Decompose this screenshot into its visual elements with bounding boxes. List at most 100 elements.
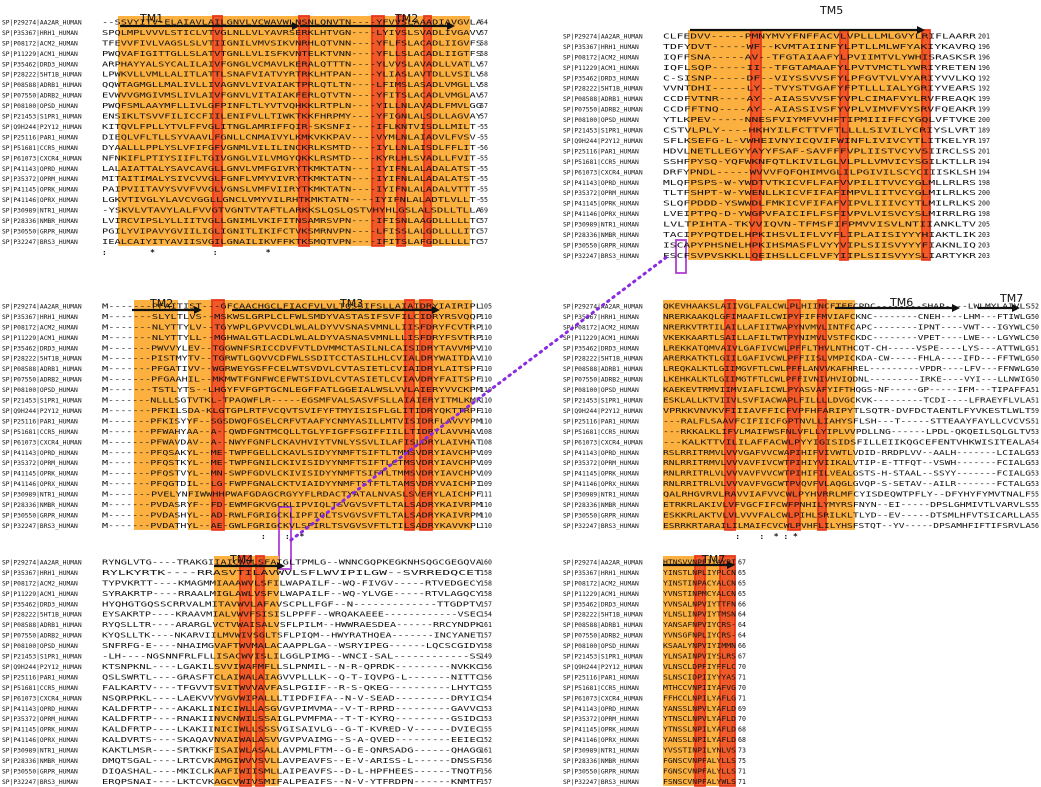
tm-shading (134, 300, 178, 530)
sequence-row: RSLRRITRMVLVVVGAFVVCWAPIHIFVIVWTLVDID-RR… (663, 449, 1031, 457)
sequence-label: SP|P41143|OPRD_HUMAN (563, 450, 639, 457)
residue-number: 59 (480, 207, 488, 215)
sequence-row: M-------PFWAVDAV--A--NWYFGNFLCKAVHVIYTVN… (102, 438, 482, 446)
residue-number: 201 (978, 147, 990, 155)
sequence-label: SP|P29274|AA2AR_HUMAN (563, 559, 643, 566)
sequence-label: SP|P51681|CCR5_HUMAN (2, 429, 78, 436)
sequence-row: SLQFPDDD-YSWWDLFMKICVFIFAFVIPVLIIIVCYTLM… (663, 200, 976, 208)
tm-label: TM5 (819, 4, 843, 17)
sequence-label: SP|P41143|OPRD_HUMAN (2, 166, 78, 173)
residue-number: 50 (1031, 376, 1039, 384)
tm-shading (688, 30, 930, 260)
conservation-line: : : * (102, 532, 304, 541)
sequence-label: SP|P08100|OPSD_HUMAN (2, 643, 78, 650)
highlight-box (278, 506, 292, 570)
residue-number: 152 (480, 736, 492, 744)
sequence-label: SP|P21453|S1PR1_HUMAN (563, 128, 643, 135)
sequence-row: RYLKYRTK----RRASVTILAVWVLSFLWVIPILGW--SV… (102, 569, 482, 577)
residue-number: 50 (1031, 313, 1039, 321)
sequence-label: SP|P51681|CCR5_HUMAN (563, 159, 639, 166)
sequence-label: SP|P29274|AA2AR_HUMAN (2, 559, 82, 566)
sequence-row: ESKKRLAKTVLVLVVVFALCWLPIHLSRILKLTLYD--EV… (663, 511, 1031, 519)
residue-number: 66 (738, 600, 746, 608)
residue-number: 108 (480, 438, 492, 446)
sequence-label: SP|P08588|ADRB1_HUMAN (2, 622, 82, 629)
residue-number: 203 (978, 241, 990, 249)
sequence-row: SLNSCIDPIIYYYAS (663, 673, 736, 681)
residue-number: 57 (480, 29, 488, 37)
sequence-label: SP|P21453|S1PR1_HUMAN (2, 114, 82, 121)
sequence-label: SP|P41146|OPRX_HUMAN (2, 737, 78, 744)
sequence-label: SP|P07550|ADRB2_HUMAN (563, 377, 643, 384)
sequence-row: YLNSLINPVIYTMSN (663, 611, 736, 619)
residue-number: 154 (480, 694, 492, 702)
residue-number: 110 (480, 323, 492, 331)
sequence-row: SPQLMPLVVVLSTICLVTVGLNLLVLYAVRSERKLHTVGN… (102, 29, 482, 37)
sequence-label: SP|P41145|OPRK_HUMAN (2, 727, 78, 734)
residue-number: 51 (1031, 397, 1039, 405)
sequence-row: KTSNPKNL----LGAKILSVVIWAFMFLLSLPNMIL--N-… (102, 663, 482, 671)
sequence-label: SP|P41143|OPRD_HUMAN (563, 706, 639, 713)
sequence-label: SP|P30550|GRPR_HUMAN (2, 768, 78, 775)
sequence-row: YTNSSLNPILYAFLD (663, 726, 736, 734)
residue-number: 156 (480, 663, 492, 671)
residue-number: 153 (480, 715, 492, 723)
residue-number: 198 (978, 210, 990, 218)
sequence-label: SP|P28222|5HT1B_HUMAN (563, 356, 643, 363)
sequence-row: YINSTLNPLIYPLCN (663, 569, 736, 577)
conserved-column-box (211, 299, 225, 531)
residue-number: 50 (1031, 355, 1039, 363)
sequence-row: M-------PFGAAHIL--MKMWTFGNFWCEFWTSIDVLCV… (102, 376, 482, 384)
residue-number: 161 (480, 621, 492, 629)
sequence-label: SP|P08172|ACM2_HUMAN (563, 580, 639, 587)
sequence-label: SP|P30989|NTR1_HUMAN (563, 748, 639, 755)
residue-number: 58 (480, 39, 488, 47)
sequence-label: SP|P35462|DRD3_HUMAN (2, 61, 78, 68)
sequence-label: SP|P28336|NMBR_HUMAN (2, 502, 78, 509)
sequence-label: SP|P29274|AA2AR_HUMAN (2, 19, 82, 26)
alignment-block-6: SP|P29274|AA2AR_HUMAN HTNSVVNPFIYAYRI 67SP… (563, 555, 746, 787)
sequence-row: ARPHAYYALSYCALILAIVFGNGLVCMAVLKERALQTTTN… (102, 60, 482, 68)
sequence-label: SP|P08100|OPSD_HUMAN (563, 387, 639, 394)
sequence-row: ---RKKALKLIFVLMAIFWSFNLVFLLYIPLVVPDLLNG-… (663, 428, 1031, 436)
sequence-row: LPWKVLLVMLLALITLATTLSNAFVIATVYRTRKLHTPAN… (102, 71, 482, 79)
sequence-label: SP|Q9H244|P2Y12_HUMAN (2, 408, 82, 415)
sequence-row: NRERKVTRTILAILLAFIITWAPYNVMVLINTFCAPC---… (663, 323, 1031, 331)
residue-number: 70 (738, 663, 746, 671)
residue-number: 71 (738, 694, 746, 702)
residue-number: 189 (978, 127, 990, 135)
residue-number: 55 (480, 123, 488, 131)
conserved-column-fill (818, 300, 826, 530)
tm-annotations: TM1 TM2 TM2 TM3 TM4 TM5 TM6 TM7 TM7 (120, 4, 1023, 570)
residue-number: 149 (480, 653, 492, 661)
sequence-row: NSQRPRKL----LAEKVVYVGVWIPALLLTIPDFIFA--N… (102, 694, 482, 702)
residue-number: 55 (480, 154, 488, 162)
tm-arrow-head (952, 304, 960, 312)
residue-number: 200 (978, 189, 990, 197)
sequence-row: M-------TSTLYTS--LHGYFVFGPTGCNLEGFFATLGG… (102, 386, 482, 394)
residue-number: 199 (978, 106, 990, 114)
conservation-line: : * : * (102, 248, 271, 257)
sequence-row: RYQSLLTR----ARARGLVCTVWAISALVSFLPILM--HW… (102, 621, 482, 629)
sequence-row: QKEVHAAKSLAIIVGLFALCWLPLHIINCFTFFCPDC---… (663, 302, 1031, 310)
sequence-row: VLNSCLDPFIYFFLC (663, 663, 736, 671)
sequence-label: SP|P07550|ADRB2_HUMAN (563, 107, 643, 114)
sequence-label: SP|P28222|5HT1B_HUMAN (2, 612, 82, 619)
tm-label: TM2 (149, 297, 173, 310)
residue-number: 71 (738, 767, 746, 775)
alignment-block-1: SP|P29274|AA2AR_HUMAN--SSVYITV-ELAIAVLAI… (2, 15, 488, 257)
sequence-label: SP|P61073|CXCR4_HUMAN (563, 169, 643, 176)
sequence-row: QQWTAGMGLLMALIVLLIVAGNVLVIVAIAKTPRLQTLTN… (102, 81, 482, 89)
tm-arrow-head (432, 306, 440, 314)
sequence-label: SP|P11229|ACM1_HUMAN (563, 335, 639, 342)
sequence-label: SP|P11229|ACM1_HUMAN (563, 65, 639, 72)
sequence-row: M-------PFQSTKYL--ME-TWPFGNILCKIVISIDYYN… (102, 459, 482, 467)
sequence-label: SP|P08172|ACM2_HUMAN (563, 54, 639, 61)
residue-number: 198 (978, 179, 990, 187)
tm-arrow-head (447, 22, 455, 30)
sequence-row: SYRAKRTP----RRAALMIGLAWLVSFVLWAPAILF--WQ… (102, 590, 482, 598)
sequence-label: SP|P32247|BRS3_HUMAN (563, 253, 639, 260)
residue-number: 203 (978, 252, 990, 260)
residue-number: 110 (480, 355, 492, 363)
sequence-label: SP|P07550|ADRB2_HUMAN (2, 633, 82, 640)
